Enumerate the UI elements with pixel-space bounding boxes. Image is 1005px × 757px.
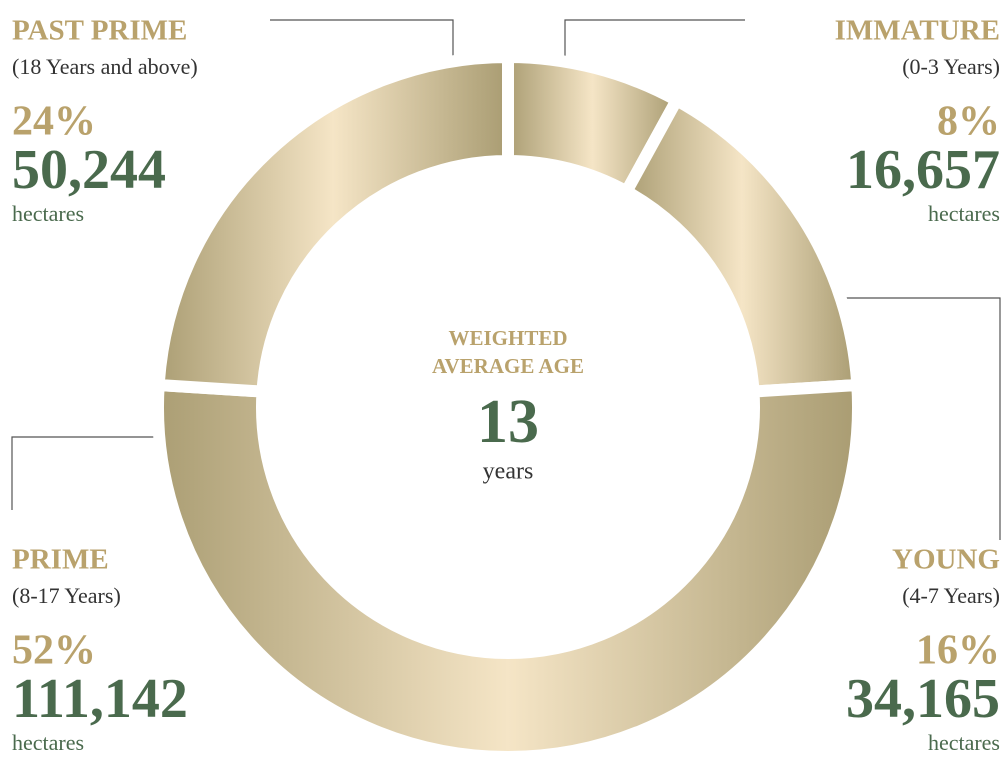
donut-segment <box>618 92 864 398</box>
category-label: PRIME <box>12 544 109 576</box>
percent-label: 16% <box>916 628 1000 674</box>
center-title: WEIGHTED <box>448 326 567 350</box>
hectares-value: 111,142 <box>12 668 188 730</box>
unit-label: hectares <box>12 730 84 755</box>
category-subtitle: (8-17 Years) <box>12 583 121 608</box>
hectares-value: 16,657 <box>846 139 1000 201</box>
leader-line <box>270 19 454 60</box>
leader-line <box>11 436 160 510</box>
category-subtitle: (0-3 Years) <box>902 54 1000 79</box>
category-subtitle: (18 Years and above) <box>12 54 198 79</box>
category-label: YOUNG <box>892 544 1000 576</box>
unit-label: hectares <box>928 201 1000 226</box>
unit-label: hectares <box>12 201 84 226</box>
unit-label: hectares <box>928 730 1000 755</box>
category-label: IMMATURE <box>835 15 1000 47</box>
percent-label: 52% <box>12 628 96 674</box>
percent-label: 8% <box>937 99 1000 145</box>
leader-line <box>840 297 1001 540</box>
donut <box>152 50 864 757</box>
percent-label: 24% <box>12 99 96 145</box>
center-title: AVERAGE AGE <box>432 354 584 378</box>
donut-segment <box>152 378 864 757</box>
donut-segment <box>152 50 514 398</box>
category-label: PAST PRIME <box>12 15 187 47</box>
center-unit: years <box>483 459 534 485</box>
hectares-value: 34,165 <box>846 668 1000 730</box>
center-value: 13 <box>477 388 539 456</box>
category-subtitle: (4-7 Years) <box>902 583 1000 608</box>
leader-line <box>564 19 745 60</box>
hectares-value: 50,244 <box>12 139 166 201</box>
